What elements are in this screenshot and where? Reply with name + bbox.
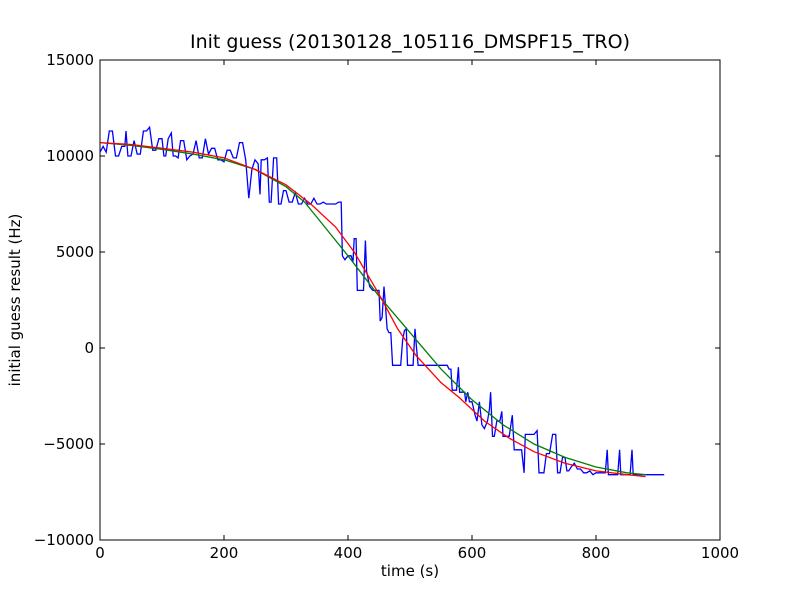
y-tick-label: 15000 xyxy=(46,51,94,69)
series-line-0 xyxy=(99,125,665,476)
x-tick-label: 1000 xyxy=(701,544,739,562)
x-tick-label: 200 xyxy=(210,544,239,562)
x-tick-label: 600 xyxy=(458,544,487,562)
y-tick-label: 0 xyxy=(84,339,94,357)
x-tick-label: 0 xyxy=(95,544,105,562)
y-tick-label: 10000 xyxy=(46,147,94,165)
series-line-2 xyxy=(99,141,646,478)
plot-area xyxy=(99,59,721,541)
x-tick-label: 400 xyxy=(334,544,363,562)
chart-title: Init guess (20130128_105116_DMSPF15_TRO) xyxy=(190,31,630,53)
y-tick-label: −5000 xyxy=(43,435,94,453)
series-line-1 xyxy=(99,141,646,476)
x-axis-label: time (s) xyxy=(381,562,439,580)
y-axis: −10000 −5000 0 5000 10000 15000 xyxy=(34,51,720,549)
y-axis-label: initial guess result (Hz) xyxy=(6,214,24,387)
x-tick-label: 800 xyxy=(582,544,611,562)
series-layer xyxy=(99,125,665,478)
x-axis: 0 200 400 600 800 1000 xyxy=(95,60,739,562)
y-tick-label: −10000 xyxy=(34,531,94,549)
y-tick-label: 5000 xyxy=(56,243,94,261)
